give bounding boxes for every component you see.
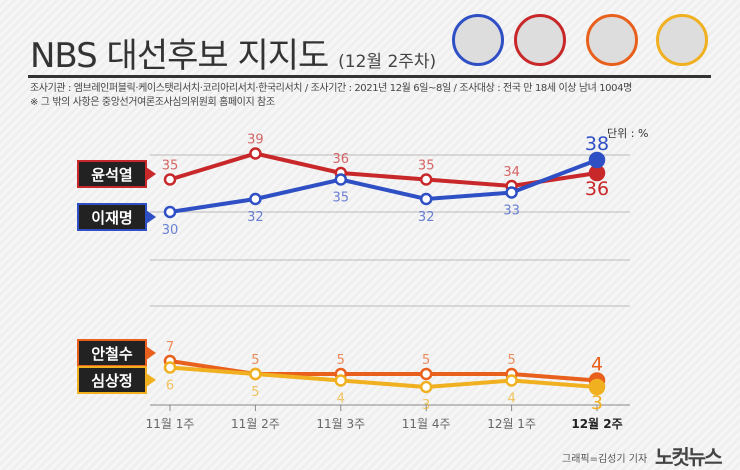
series-tag-arrow <box>146 373 156 387</box>
page-title: NBS 대선후보 지지도 (12월 2주차) <box>30 28 436 77</box>
series-tag <box>77 366 147 394</box>
data-point <box>249 192 262 206</box>
data-label: 5 <box>251 385 259 400</box>
note-line: ※ 그 밖의 사항은 중앙선거여론조사심의위원회 홈페이지 참조 <box>30 97 275 108</box>
series-tag <box>77 203 147 231</box>
data-point <box>163 173 177 186</box>
data-label: 6 <box>166 379 174 394</box>
data-point <box>163 361 177 374</box>
data-label: 33 <box>503 204 520 219</box>
data-label: 35 <box>162 159 179 174</box>
data-point <box>505 374 518 387</box>
candidate-photo-lee <box>452 14 504 66</box>
data-point <box>505 186 518 199</box>
data-label: 7 <box>166 340 174 355</box>
data-point <box>249 147 262 160</box>
legend-label: 안철수 <box>91 345 133 363</box>
title-text: NBS 대선후보 지지도 <box>30 36 329 76</box>
series-tag-arrow <box>146 210 156 224</box>
data-label: 5 <box>422 353 430 368</box>
data-label: 5 <box>251 353 259 368</box>
legend-label: 이재명 <box>91 209 132 227</box>
series-line <box>169 365 598 390</box>
data-label: 35 <box>333 191 350 206</box>
data-label: 3 <box>591 392 603 414</box>
series-line <box>169 158 598 214</box>
series-tag-arrow <box>146 167 156 181</box>
data-point <box>419 380 433 394</box>
logo: 노컷뉴스 <box>655 445 723 469</box>
x-tick-label: 12월 1주 <box>487 417 536 431</box>
legend-label: 심상정 <box>91 372 132 390</box>
data-label: 38 <box>585 133 609 155</box>
data-point <box>588 378 606 396</box>
series-tag <box>77 160 147 188</box>
data-label: 32 <box>418 210 435 225</box>
candidate-photo-sim <box>656 14 708 66</box>
x-tick-label: 11월 4주 <box>402 417 451 431</box>
data-label: 4 <box>337 392 345 407</box>
title-rule <box>28 75 711 78</box>
data-point <box>249 367 262 381</box>
credit: 그래픽=김성기 기자 <box>562 454 648 465</box>
candidate-photo-ahn <box>586 14 638 66</box>
candidate-photo-yoon <box>514 14 566 66</box>
unit-label: 단위 : % <box>607 127 648 140</box>
data-label: 4 <box>591 354 603 376</box>
x-tick-label: 12월 2주 <box>571 416 622 431</box>
data-label: 4 <box>507 392 515 407</box>
data-point <box>419 367 433 381</box>
data-label: 5 <box>507 353 515 368</box>
data-label: 35 <box>418 159 435 174</box>
data-point <box>334 173 348 186</box>
series-line <box>169 151 598 189</box>
data-label: 34 <box>503 165 520 180</box>
series-tag-arrow <box>146 346 156 360</box>
source-line: 조사기관 : 엠브레인퍼블릭·케이스탯리서치·코리아리서치·한국리서치 / 조사… <box>30 83 632 94</box>
data-point <box>419 173 433 186</box>
legend-label: 윤석열 <box>91 166 132 184</box>
x-tick-label: 11월 1주 <box>146 417 195 431</box>
data-label: 30 <box>162 223 179 238</box>
data-label: 5 <box>337 353 345 368</box>
data-label: 36 <box>585 178 609 200</box>
subtitle: (12월 2주차) <box>338 52 437 72</box>
data-point <box>163 205 177 219</box>
data-point <box>588 151 606 169</box>
data-point <box>419 192 433 206</box>
data-point <box>334 374 348 387</box>
data-label: 3 <box>422 398 430 413</box>
data-label: 36 <box>333 152 350 167</box>
x-tick-label: 11월 2주 <box>231 417 280 431</box>
x-tick-label: 11월 3주 <box>316 417 365 431</box>
data-label: 32 <box>247 210 264 225</box>
source-text: 조사기관 : 엠브레인퍼블릭·케이스탯리서치·코리아리서치·한국리서치 / 조사… <box>30 82 632 110</box>
data-label: 39 <box>247 133 264 148</box>
